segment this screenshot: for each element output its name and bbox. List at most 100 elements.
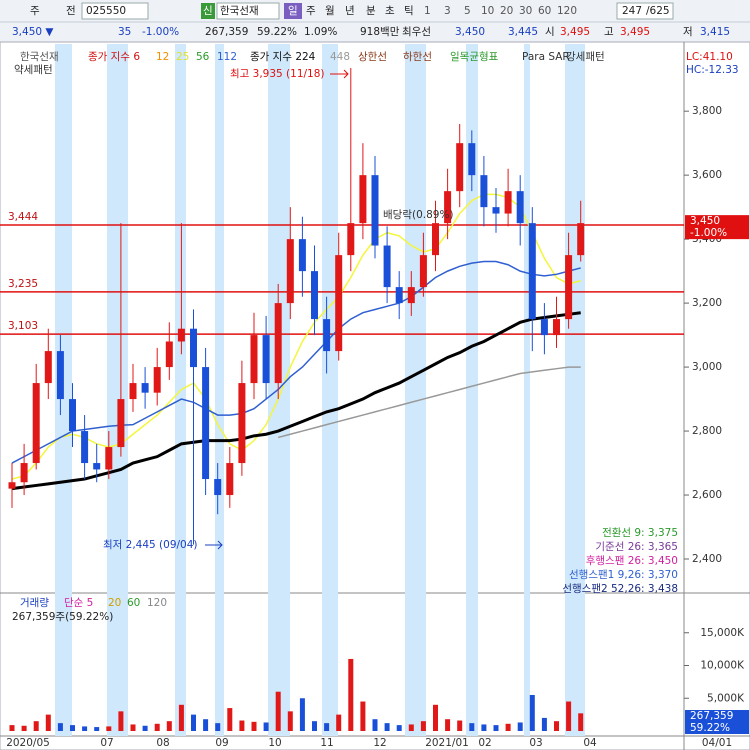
period-button[interactable]: 년: [345, 5, 355, 17]
page-total: /625: [646, 5, 670, 17]
candle-body: [286, 239, 294, 304]
candle-body: [202, 367, 210, 480]
volume-bar: [33, 721, 39, 731]
stock-name[interactable]: 한국선재: [220, 5, 259, 17]
candle-body: [504, 191, 512, 214]
legend-ma: 종가 지수 6: [88, 51, 140, 63]
count-button[interactable]: 10: [481, 5, 494, 17]
code-box[interactable]: [81, 2, 149, 20]
count-button[interactable]: 5: [464, 5, 471, 17]
period-active: [284, 3, 302, 19]
period-button[interactable]: 틱: [404, 5, 414, 17]
period-band: [107, 44, 128, 736]
candle-body: [298, 239, 306, 272]
count-button[interactable]: 120: [557, 5, 577, 17]
candle-body: [371, 175, 379, 246]
candle-body: [577, 223, 585, 256]
volume-bar: [275, 691, 281, 731]
code[interactable]: 025550: [86, 5, 126, 17]
candle-body: [117, 399, 125, 448]
candle-body: [565, 255, 573, 320]
candle-body: [274, 303, 282, 384]
candle-body: [323, 319, 331, 352]
x-tick-label: 04: [583, 737, 597, 749]
count-button[interactable]: 3: [444, 5, 451, 17]
last-vol-box: [685, 710, 749, 734]
candle-body: [516, 191, 524, 224]
x-tick-label: 11: [320, 737, 333, 749]
volume-bar: [130, 724, 136, 731]
volume-bar: [566, 701, 572, 731]
volume-bar: [118, 711, 124, 731]
period-button[interactable]: 초: [385, 5, 395, 17]
volume-bar: [408, 724, 414, 731]
candle-body: [444, 191, 452, 224]
legend-long: 종가 지수 224: [250, 51, 316, 63]
level-label: 3,235: [8, 278, 38, 290]
candle-body: [383, 245, 391, 288]
name-box[interactable]: [216, 2, 280, 20]
candle-body: [44, 351, 52, 384]
last-price-box: [685, 215, 749, 240]
ma-line: [11, 311, 581, 491]
dividend-note: 배당락(0.89%): [383, 209, 454, 221]
last-vol-rate: 59.22%: [690, 722, 730, 734]
volume-bar: [554, 721, 559, 731]
last-price: 3,450: [690, 215, 720, 227]
volume-bar: [263, 722, 269, 731]
volume-bar: [45, 714, 51, 731]
volume-bar: [82, 726, 88, 731]
y-tick-label: 10,000K: [700, 660, 745, 672]
period-button[interactable]: 분: [366, 5, 376, 17]
candle-body: [528, 223, 536, 320]
period-button[interactable]: 월: [325, 5, 335, 17]
volume-bar: [239, 720, 245, 731]
vol-legend: 20: [108, 597, 121, 609]
market[interactable]: 주: [30, 5, 40, 17]
count-button[interactable]: 20: [500, 5, 513, 17]
candle-body: [190, 328, 197, 368]
candle-body: [93, 463, 101, 470]
indicator: 후행스팬 26: 3,450: [586, 555, 678, 567]
lc: LC:41.10: [686, 51, 733, 63]
candle-body: [395, 287, 403, 304]
mode[interactable]: 전: [66, 5, 76, 17]
low-label: 저: [683, 26, 693, 38]
period-button[interactable]: 주: [306, 5, 316, 17]
x-tick-label: 03: [529, 737, 542, 749]
page[interactable]: 247: [622, 5, 642, 17]
candle-body: [56, 351, 64, 400]
count-button[interactable]: 1: [424, 5, 431, 17]
y-tick-label: 2,600: [692, 489, 722, 501]
volume-bar: [227, 708, 233, 731]
amount: 918백만: [360, 26, 400, 38]
candle-body: [407, 287, 415, 304]
period-band: [215, 44, 224, 736]
count-button[interactable]: 60: [538, 5, 551, 17]
legend-ichimoku: 일목균형표: [450, 50, 499, 63]
volume-bar: [191, 714, 196, 731]
volume-bar: [94, 727, 100, 731]
candle-body: [359, 175, 367, 224]
candle-body: [141, 383, 149, 393]
page-box[interactable]: [616, 2, 674, 20]
level-label: 3,444: [8, 211, 38, 223]
legend-bull: 강세패턴: [566, 51, 605, 63]
y-tick-label: 3,600: [692, 169, 722, 181]
y-tick-label: 2,400: [692, 553, 722, 565]
candle-body: [456, 143, 464, 192]
volume-bar: [348, 658, 354, 731]
count-button[interactable]: 30: [519, 5, 532, 17]
rate: -1.00%: [142, 26, 179, 38]
price: 3,450 ▼: [12, 26, 54, 38]
turnover: 1.09%: [304, 26, 337, 38]
candle-body: [8, 482, 16, 489]
indicator: 선행스팬2 52,26: 3,438: [562, 583, 678, 595]
period-button[interactable]: 일: [288, 4, 298, 17]
volume-bar: [445, 719, 451, 731]
arrow: [330, 69, 349, 79]
candle-body: [226, 463, 234, 496]
period-band: [524, 44, 530, 736]
candle-body: [553, 319, 560, 336]
max-note: 최고 3,935 (11/18): [230, 68, 325, 80]
